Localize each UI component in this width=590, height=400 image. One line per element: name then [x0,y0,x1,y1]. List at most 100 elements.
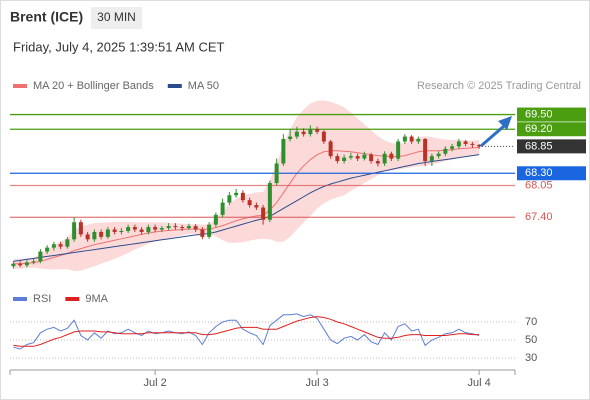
candle-body [132,227,137,230]
candle-body [72,222,77,240]
x-tick-label: Jul 2 [144,377,167,389]
symbol: Brent (ICE) [10,9,83,25]
candle-body [18,263,23,266]
ma-line [13,146,480,265]
x-tick-label: Jul 3 [306,377,329,389]
candle-body [294,131,299,137]
candle-body [267,183,272,220]
x-tick-label: Jul 4 [468,377,491,389]
legend-swatch [13,297,27,301]
candle-body [166,226,171,229]
candle-body [99,231,104,237]
candle-body [450,146,455,149]
candle-body [207,224,212,237]
candle-body [396,141,401,159]
legend-swatch [65,297,80,301]
candle-body [382,153,387,164]
candle-body [315,129,320,132]
candle-body [254,205,259,208]
candle-body [436,153,441,157]
candle-body [321,131,326,142]
candle-body [146,227,151,232]
candle-body [369,154,374,162]
interval-badge [91,7,142,29]
candle-body [288,136,293,140]
legend-label: MA 50 [188,80,219,92]
candle-body [38,251,43,262]
level-label: 69.50 [525,108,553,120]
legend-swatch [13,84,27,88]
candle-body [281,139,286,164]
level-label-box [517,166,586,181]
candle-body [409,136,414,142]
candle-body [213,214,218,225]
candle-body [31,261,36,263]
candle-body [139,229,144,232]
candle-body [227,195,232,203]
candle-body [308,129,313,135]
candle-body [92,231,97,240]
candle-body [112,229,117,232]
candle-body [11,263,16,267]
candle-body [193,226,198,230]
candle-body [247,200,252,206]
candle-body [51,244,56,248]
level-label-box [517,139,586,154]
candle-body [200,229,205,237]
candle-body [456,141,461,147]
candle-body [348,156,353,158]
legend-label: RSI [33,293,51,305]
candle-body [119,230,124,232]
candle-body [186,226,191,229]
ma-line [13,154,480,262]
candle-body [355,156,360,159]
candle-body [301,131,306,135]
candle-body [416,139,421,142]
level-label-box [517,107,586,122]
level-label: 68.30 [525,167,553,179]
candle-body [220,202,225,215]
candle-body [429,156,434,162]
candle-body [375,161,380,164]
candle-body [274,163,279,184]
candle-body [328,141,333,157]
candle-body [105,229,110,237]
candle-body [463,141,468,144]
candle-body [173,226,178,228]
legend-swatch [167,84,182,88]
candle-body [126,227,131,231]
candle-body [335,156,340,162]
candle-body [45,247,50,252]
candle-body [65,239,70,247]
candle-body [362,154,367,159]
level-label: 69.20 [525,123,553,135]
forecast-arrow [480,124,505,148]
level-label: 67.40 [525,211,553,223]
candle-body [477,144,482,147]
legend-label: MA 20 + Bollinger Bands [33,80,154,92]
candle-body [78,222,83,235]
candle-body [240,192,245,201]
interval: 30 MIN [97,10,136,24]
legend-label: 9MA [85,293,108,305]
candle-body [342,157,347,162]
candle-body [402,136,407,142]
timestamp: Friday, July 4, 2025 1:39:51 AM CET [13,39,225,54]
candle-body [180,227,185,229]
candle-body [443,148,448,154]
level-label: 68.05 [525,179,553,191]
candle-body [261,207,266,220]
candle-body [58,244,63,247]
candle-body [85,234,90,240]
level-label-box [517,122,586,137]
rsi-line [13,316,480,347]
candle-body [153,227,158,230]
candle-body [159,228,164,230]
forecast-arrowhead [498,116,512,130]
y-tick-label: 50 [525,334,537,346]
rsi-line [13,313,480,350]
y-tick-label: 70 [525,316,537,328]
price-plot: MA 20 + Bollinger Bands MA 50 69.50 69.20 68… [9,80,586,389]
candle-body [470,143,475,145]
